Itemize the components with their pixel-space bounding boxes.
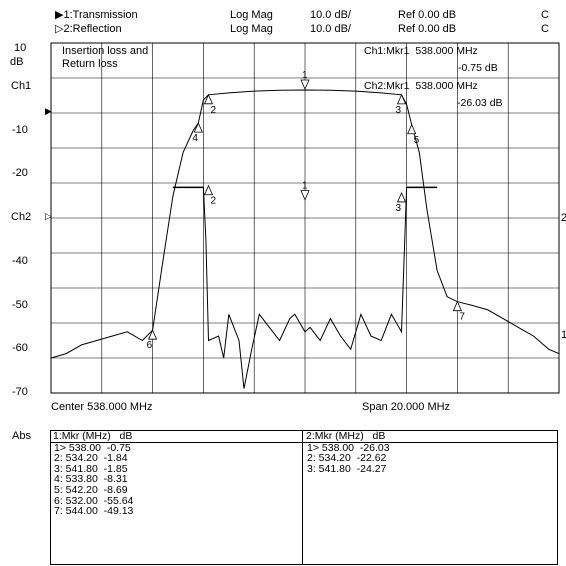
reflection-trace [172,186,438,389]
trace2-label: 2:Reflection [63,23,122,35]
ch2-table-rows: 1> 538.00 -26.03 2: 534.20 -22.62 3: 541.8… [303,441,557,475]
y-tick-label: Ch1 [11,79,32,92]
ch2-readout-freq: 538.000 MHz [415,80,478,92]
marker-table-row: 1> 538.00 -26.03 [307,441,390,454]
plot-title-line1: Insertion loss and [62,45,149,57]
trace2-ref: Ref 0.00 dB [398,23,457,35]
trace2-scale: 10.0 dB/ [310,23,351,35]
ch2-readout-value: -26.03 dB [457,97,503,109]
marker-triangle-up [396,93,407,105]
marker-table-row: 7: 544.00 -49.13 [54,505,134,518]
ch1-right-ref: 1 [561,329,566,341]
marker-triangle-up [203,184,214,196]
marker-table-row: 6: 532.00 -55.64 [54,494,134,507]
y-tick-label: -40 [12,254,28,267]
ch1-ref-arrow-icon: ▶ [45,106,52,116]
y-tick-label: -60 [12,342,28,355]
y-tick-label: -10 [12,123,28,136]
y-tick-label: -70 [12,386,28,398]
trace1-flag: C [541,9,549,21]
marker-table-row: 3: 541.80 -1.85 [54,462,128,475]
ch2-ref-arrow-icon: ▷ [45,211,52,221]
marker-table: 1:Mkr (MHz) dB 1> 538.00 -0.75 2: 534.20 … [50,430,558,565]
marker-triangle-up [452,300,463,312]
y-tick-label: Ch2 [11,211,32,223]
marker-number: 1 [302,70,308,81]
y-tick-label: 10 [14,42,27,54]
center-frequency: Center 538.000 MHz [51,401,153,413]
marker-triangle-up [193,122,203,133]
chart-plot[interactable]: 1 2 3 4 5 6 7 1 2 3 [0,0,566,420]
marker-table-row: 1> 538.00 -0.75 [54,441,131,454]
active-trace-icon: ▶ [55,9,64,21]
plot-title-line2: Return loss [62,58,118,70]
trace1-label: 1:Transmission [63,9,138,21]
marker-number: 3 [396,105,402,116]
ch2-table-header: 2:Mkr (MHz) dB [303,431,557,443]
marker-triangle-up [203,93,214,105]
trace1-scale: 10.0 dB/ [310,9,351,21]
plot-title: Insertion loss and Return loss [62,45,148,71]
trace1-ref: Ref 0.00 dB [398,9,457,21]
y-unit-label: dB [10,56,24,68]
trace1-header[interactable]: ▶1:Transmission [55,9,138,22]
ch1-readout-freq: 538.000 MHz [415,45,478,57]
marker-table-row: 3: 541.80 -24.27 [307,462,387,475]
grid [50,42,560,394]
trace2-flag: C [541,23,549,35]
y-tick-label: Abs [12,429,31,442]
trace2-format: Log Mag [230,23,273,35]
y-tick-label: -50 [12,298,28,311]
ch2-marker-readout: Ch2:Mkr1 538.000 MHz [364,80,478,92]
markers: 1 2 3 4 5 6 7 1 2 3 [147,70,466,351]
marker-number: 3 [396,203,402,214]
ch1-readout-label: Ch1:Mkr1 [364,45,410,57]
ch1-marker-readout: Ch1:Mkr1 538.000 MHz [364,45,478,57]
marker-number: 7 [459,312,465,323]
ch1-readout-value: -0.75 dB [458,62,498,74]
marker-number: 4 [192,133,198,144]
marker-number: 2 [210,105,216,116]
ch2-readout-label: Ch2:Mkr1 [364,80,410,92]
marker-table-row: 2: 534.20 -22.62 [307,452,387,465]
marker-number: 1 [302,181,308,192]
inactive-trace-icon: ▷ [55,23,64,35]
marker-number: 5 [414,135,420,146]
marker-number: 2 [210,196,216,207]
trace2-header[interactable]: ▷2:Reflection [55,23,122,36]
y-tick-label: -20 [12,167,28,180]
ch2-right-ref: 2 [561,212,566,224]
ch1-marker-table: 1:Mkr (MHz) dB 1> 538.00 -0.75 2: 534.20 … [51,431,303,564]
marker-triangle-down [300,190,310,201]
marker-triangle-up [407,123,417,135]
ch1-table-rows: 1> 538.00 -0.75 2: 534.20 -1.84 3: 541.80 … [51,441,302,518]
trace1-format: Log Mag [230,9,273,21]
ch1-table-header: 1:Mkr (MHz) dB [51,431,302,443]
ch2-marker-table: 2:Mkr (MHz) dB 1> 538.00 -26.03 2: 534.20… [303,431,557,564]
marker-number: 6 [147,340,153,351]
marker-table-row: 2: 534.20 -1.84 [54,452,128,465]
span-frequency: Span 20.000 MHz [362,401,451,413]
marker-table-row: 4: 533.80 -8.31 [54,473,128,486]
marker-triangle-up [396,191,407,203]
marker-triangle-down [300,79,310,91]
marker-table-row: 5: 542.20 -8.69 [54,483,128,496]
marker-triangle-up [147,329,158,340]
